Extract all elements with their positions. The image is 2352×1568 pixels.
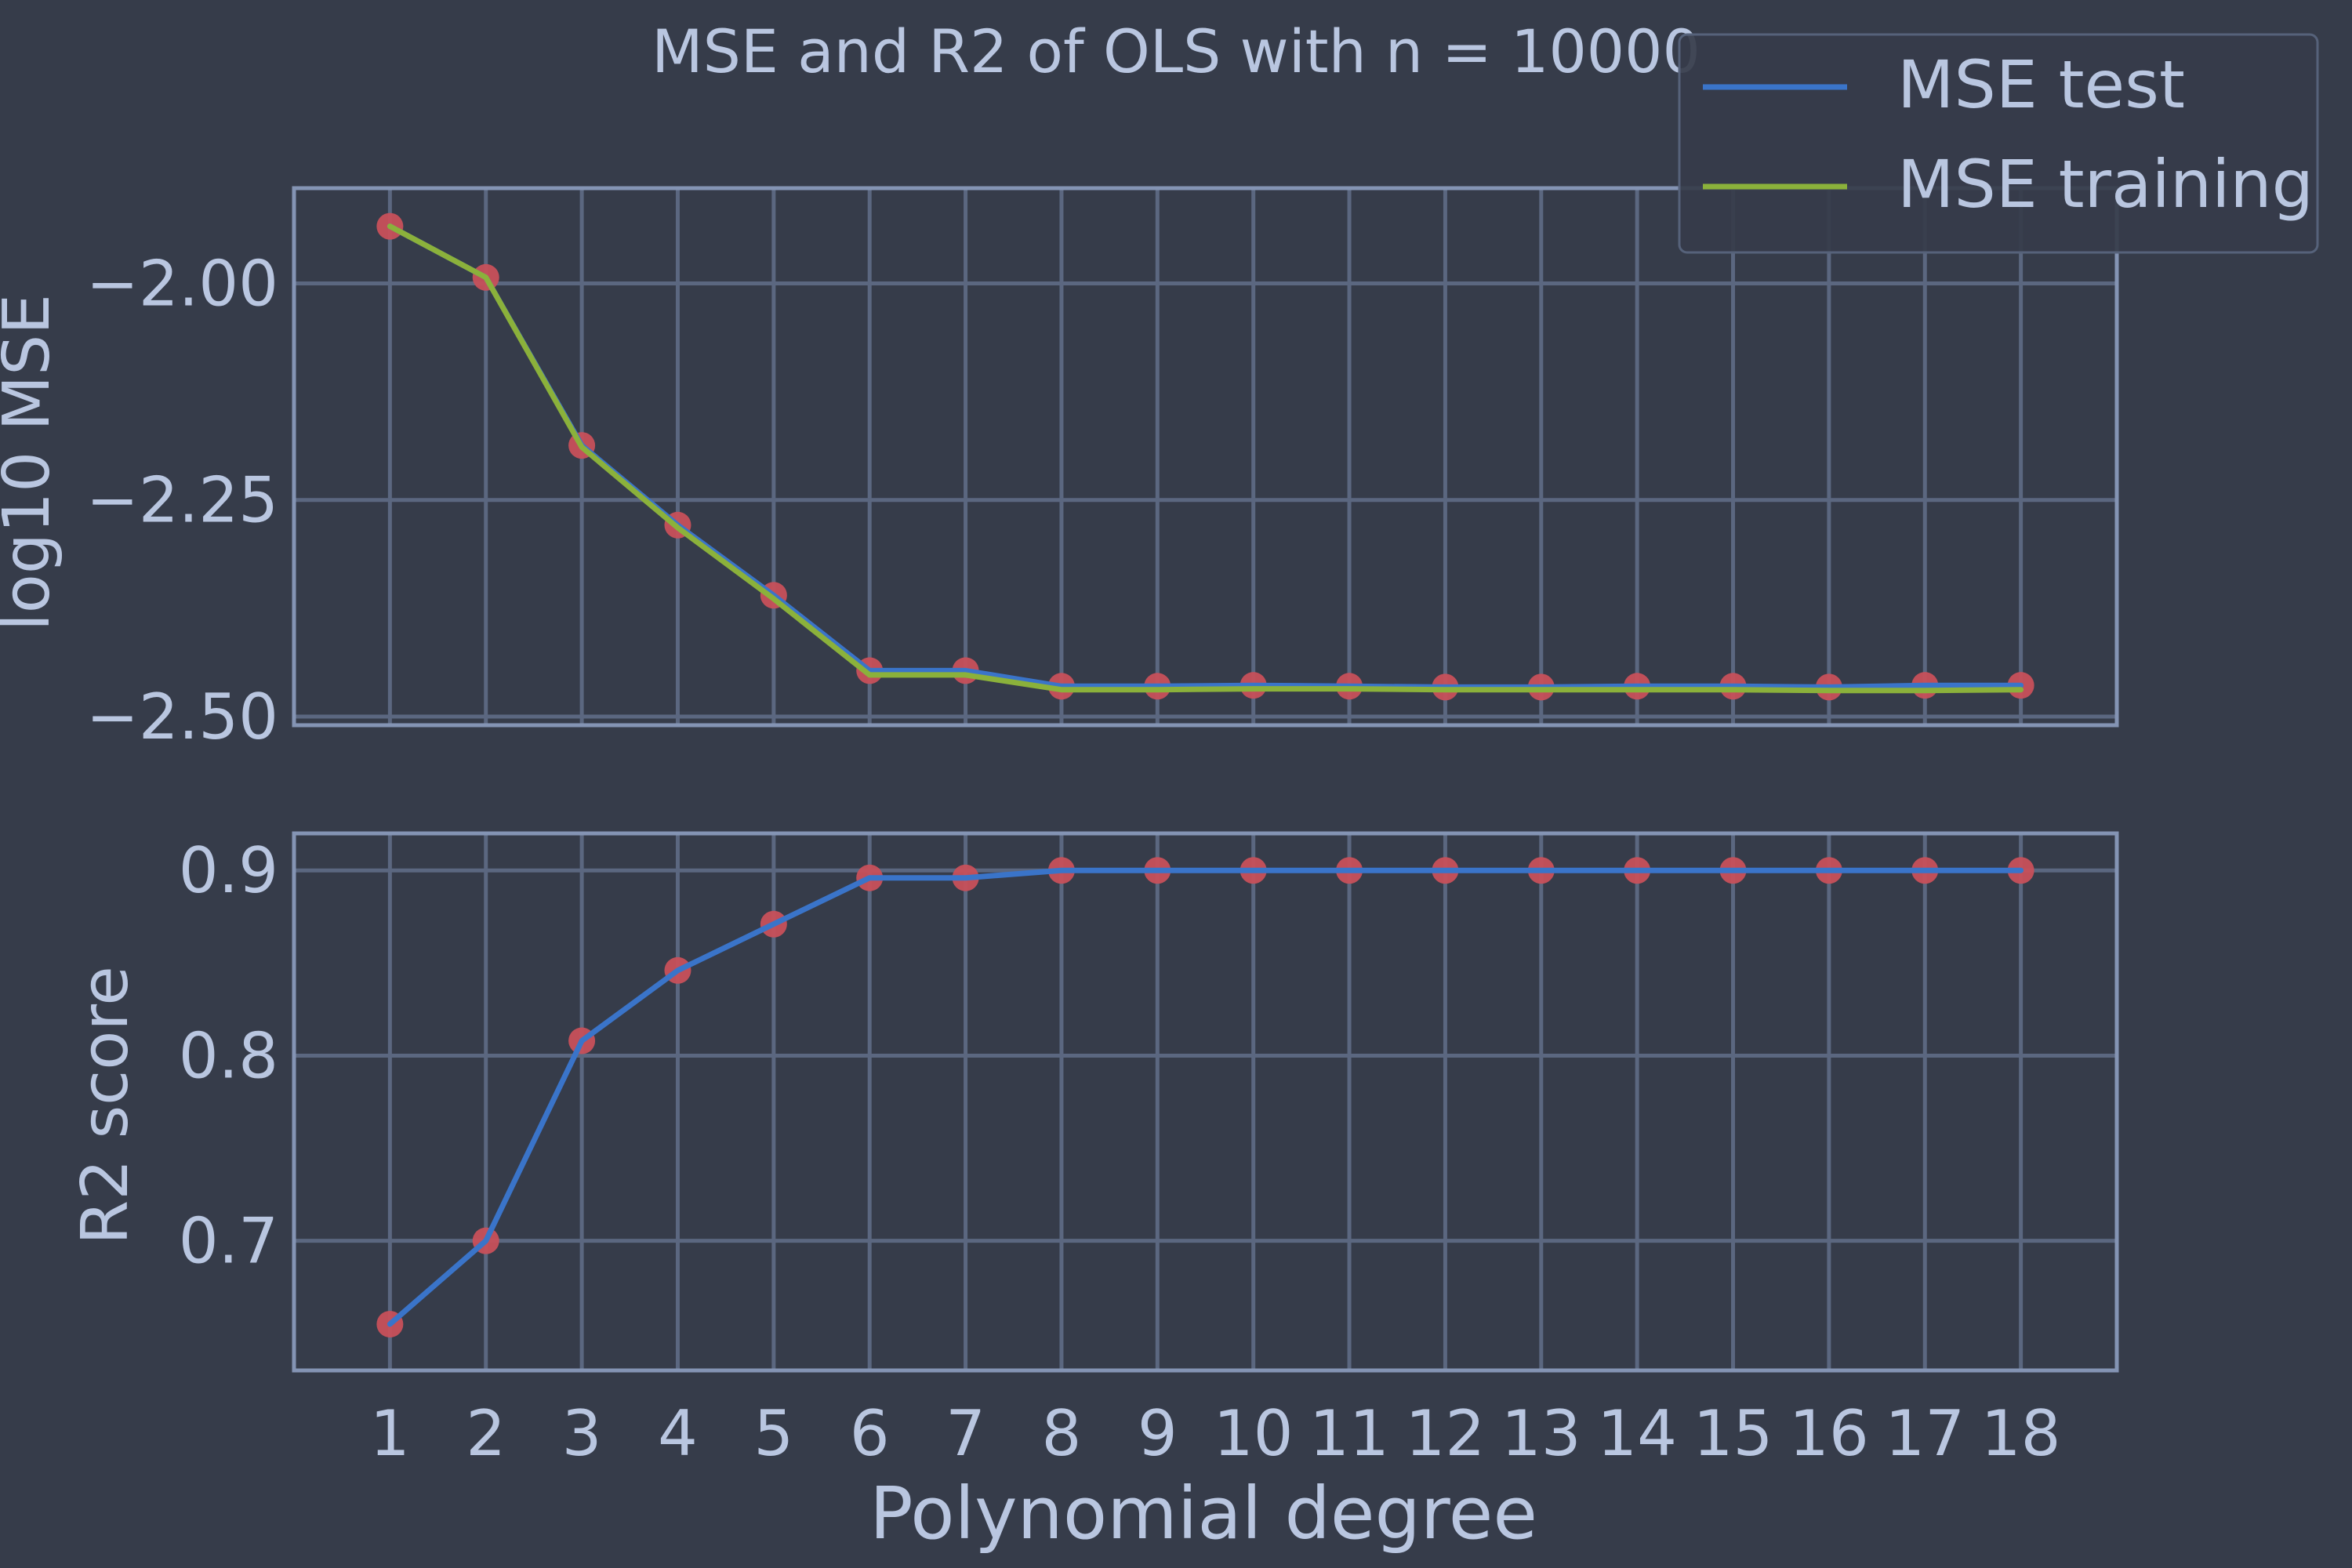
x-tick-label: 10 [1214, 1397, 1294, 1470]
x-tick-label: 9 [1138, 1397, 1178, 1470]
x-tick-label: 18 [1981, 1397, 2061, 1470]
x-tick-label: 12 [1406, 1397, 1486, 1470]
top-ylabel: log10 MSE [0, 294, 64, 631]
x-tick-label: 14 [1597, 1397, 1677, 1470]
x-tick-label: 6 [850, 1397, 890, 1470]
y-tick-label: 0.7 [179, 1205, 278, 1278]
legend-label-mse-training: MSE training [1897, 146, 2314, 223]
x-tick-label: 16 [1789, 1397, 1869, 1470]
series-line-secondary [387, 223, 2024, 694]
chart-title: MSE and R2 of OLS with n = 10000 [652, 16, 1700, 86]
x-tick-label: 1 [370, 1397, 410, 1470]
x-tick-label: 7 [946, 1397, 985, 1470]
y-tick-label: 0.9 [179, 834, 278, 907]
plot-frame [292, 186, 2119, 728]
x-tick-label: 17 [1885, 1397, 1965, 1470]
x-tick-label: 15 [1693, 1397, 1773, 1470]
x-tick-label: 3 [562, 1397, 602, 1470]
x-tick-label: 11 [1309, 1397, 1389, 1470]
bottom-xlabel: Polynomial degree [869, 1472, 1537, 1555]
y-tick-label: −2.50 [86, 681, 278, 753]
x-tick-label: 13 [1501, 1397, 1581, 1470]
x-tick-label: 8 [1041, 1397, 1081, 1470]
mse-panel: −2.00 −2.25 −2.50 [86, 186, 2119, 753]
bottom-ylabel: R2 score [68, 966, 143, 1245]
series-line-primary [387, 867, 2024, 1327]
x-tick-label: 2 [466, 1397, 506, 1470]
x-tick-label: 4 [658, 1397, 698, 1470]
plot-frame [292, 831, 2119, 1373]
x-tick-label: 5 [753, 1397, 793, 1470]
r2-panel: 0.70.80.91 2 3 4 5 6 7 8 9 10 11 12 13 14 15 16 17 18 [179, 831, 2119, 1470]
y-tick-label: 0.8 [179, 1019, 278, 1092]
y-tick-label: −2.25 [86, 464, 278, 537]
legend: MSE test MSE training [1678, 33, 2319, 254]
legend-label-mse-test: MSE test [1897, 46, 2185, 123]
y-tick-label: −2.00 [86, 248, 278, 321]
